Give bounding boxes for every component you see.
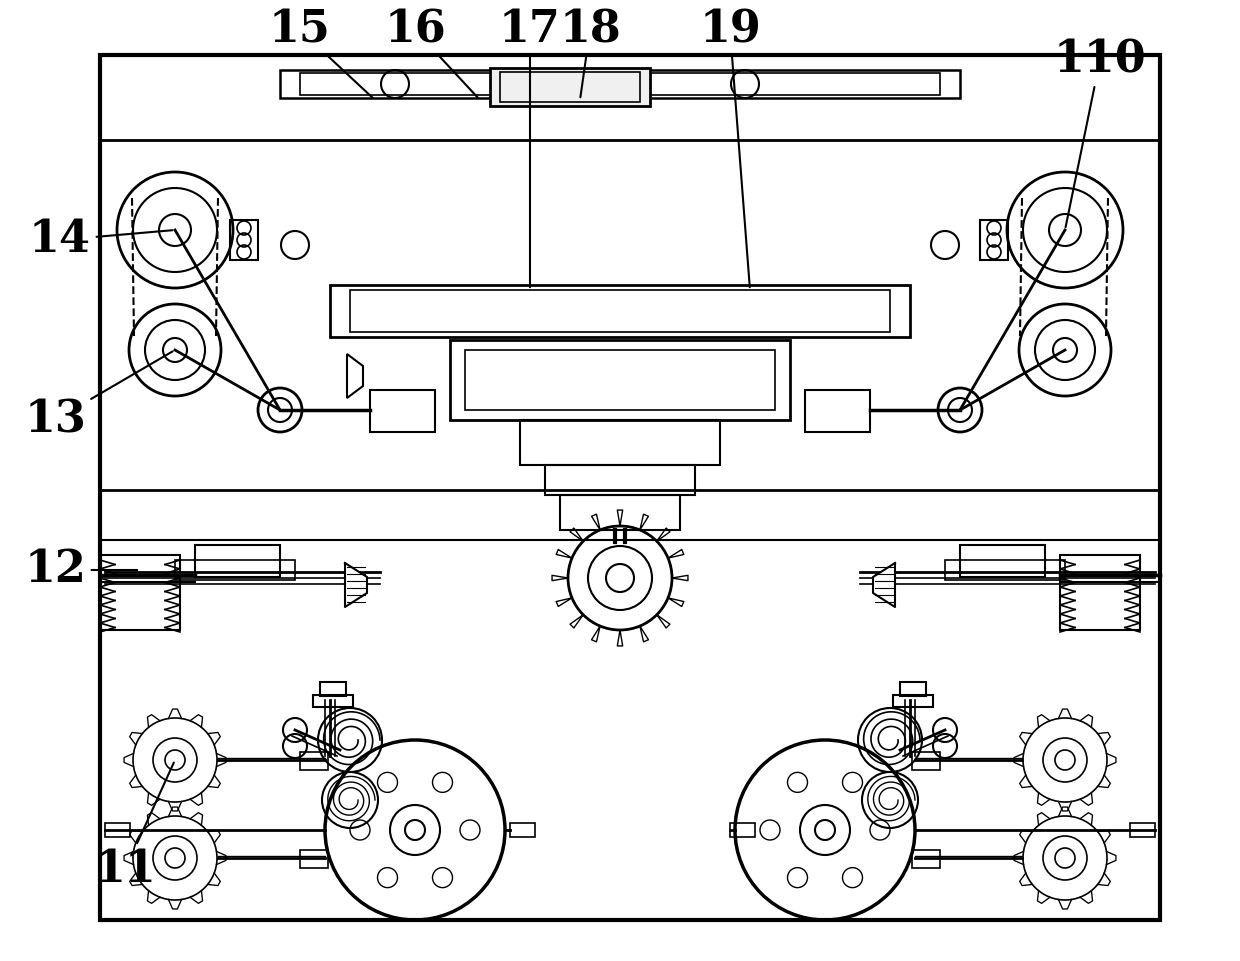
Text: 16: 16 [384, 9, 479, 98]
Bar [450, 340, 790, 420]
Text: 19: 19 [699, 9, 761, 287]
Text: 15: 15 [269, 9, 373, 98]
Bar [900, 682, 926, 696]
Text: 12: 12 [24, 549, 138, 592]
Bar [893, 695, 932, 707]
Bar [320, 682, 346, 696]
Bar [100, 555, 180, 630]
Bar [195, 545, 280, 577]
Text: 14: 14 [29, 218, 172, 261]
Bar [1060, 555, 1140, 630]
Bar [229, 220, 258, 260]
Bar [370, 390, 435, 432]
Bar [911, 850, 940, 868]
Bar [312, 695, 353, 707]
Bar [730, 823, 755, 837]
Text: 110: 110 [1054, 38, 1146, 228]
Bar [105, 823, 130, 837]
Text: 11: 11 [94, 762, 174, 892]
Polygon shape [873, 563, 895, 607]
Polygon shape [345, 563, 367, 607]
Bar [560, 495, 680, 530]
Bar [350, 290, 890, 332]
Bar [1130, 823, 1154, 837]
Bar [805, 390, 870, 432]
Bar [960, 545, 1045, 577]
Bar [100, 55, 1159, 140]
Bar [520, 420, 720, 465]
Text: 17: 17 [498, 9, 560, 287]
Bar [300, 752, 329, 770]
Bar [510, 823, 534, 837]
Bar [980, 220, 1008, 260]
Text: 18: 18 [559, 9, 621, 97]
Text: 13: 13 [24, 352, 172, 441]
Bar [945, 560, 1065, 580]
Bar [490, 68, 650, 106]
Bar [465, 350, 775, 410]
Bar [280, 70, 960, 98]
Bar [300, 850, 329, 868]
Bar [500, 72, 640, 102]
Bar [330, 285, 910, 337]
Bar [911, 752, 940, 770]
Bar [300, 73, 940, 95]
Bar [546, 465, 694, 495]
Bar [175, 560, 295, 580]
Bar [100, 55, 1159, 920]
